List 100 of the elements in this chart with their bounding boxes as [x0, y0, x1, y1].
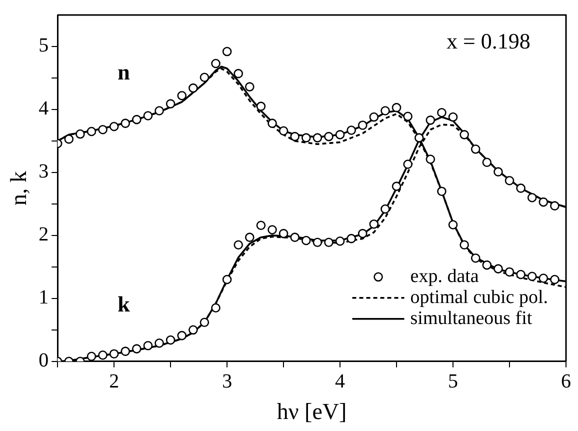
- x-tick-label: 4: [335, 370, 346, 393]
- point: [211, 58, 220, 68]
- y-tick-label: 2: [38, 224, 49, 246]
- point: [335, 130, 345, 140]
- annotation: x = 0.198: [446, 28, 530, 54]
- point: [256, 102, 266, 111]
- point: [324, 238, 334, 248]
- annotation: k: [118, 292, 131, 317]
- point: [154, 338, 164, 348]
- point: [98, 350, 108, 360]
- point: [335, 236, 345, 246]
- point: [234, 240, 244, 250]
- point: [460, 130, 469, 140]
- point: [538, 274, 548, 283]
- point: [200, 318, 210, 327]
- x-tick-label: 3: [222, 370, 232, 393]
- x-axis-title: hν [eV]: [276, 399, 347, 424]
- point: [358, 228, 368, 238]
- point: [516, 270, 526, 280]
- point: [504, 176, 514, 186]
- point: [460, 240, 469, 250]
- point: [324, 132, 334, 142]
- point: [76, 129, 85, 139]
- legend-label: optimal cubic pol.: [410, 286, 548, 308]
- point: [256, 220, 266, 230]
- point: [143, 341, 153, 350]
- point: [312, 133, 322, 142]
- point: [312, 238, 322, 248]
- point: [358, 120, 368, 130]
- point: [154, 106, 164, 116]
- point: [211, 303, 220, 313]
- point: [392, 182, 402, 191]
- point: [550, 201, 560, 210]
- point: [268, 118, 277, 128]
- point: [132, 114, 142, 124]
- point: [245, 232, 254, 242]
- point: [188, 325, 198, 335]
- y-tick-label: 5: [38, 34, 49, 57]
- point: [516, 184, 526, 193]
- point: [369, 219, 379, 229]
- point: [86, 352, 96, 362]
- y-tick-label: 0: [38, 350, 49, 372]
- point: [234, 68, 244, 78]
- point: [426, 116, 436, 125]
- point: [369, 112, 379, 122]
- point: [380, 106, 390, 116]
- point: [538, 197, 548, 207]
- point: [268, 225, 277, 234]
- point: [109, 122, 119, 132]
- point: [346, 126, 356, 135]
- annotation: n: [118, 60, 130, 85]
- point: [222, 274, 232, 284]
- point: [120, 118, 130, 128]
- legend-label: simultaneous fit: [410, 308, 533, 329]
- point: [278, 228, 288, 238]
- point: [346, 234, 356, 244]
- point: [527, 193, 537, 202]
- point: [98, 124, 108, 134]
- y-tick-label: 4: [38, 98, 49, 120]
- point: [166, 99, 176, 108]
- point: [403, 160, 412, 169]
- point: [482, 158, 492, 168]
- point: [482, 260, 492, 270]
- x-tick-label: 5: [448, 370, 458, 393]
- point: [494, 167, 503, 176]
- point: [64, 134, 74, 144]
- point: [470, 144, 480, 154]
- point: [200, 72, 210, 82]
- point: [437, 186, 446, 196]
- point: [278, 126, 288, 136]
- y-tick-label: 3: [38, 160, 49, 183]
- legend-label: exp. data: [410, 266, 480, 287]
- point: [177, 330, 187, 340]
- point: [414, 133, 424, 142]
- point: [448, 112, 458, 122]
- point: [448, 220, 458, 230]
- point: [188, 83, 198, 93]
- point: [245, 82, 254, 92]
- point: [392, 102, 402, 112]
- point: [86, 126, 96, 136]
- point: [550, 274, 560, 284]
- point: [143, 111, 153, 120]
- x-tick-label: 2: [109, 370, 120, 393]
- y-tick-label: 1: [38, 286, 49, 309]
- point: [166, 335, 176, 345]
- point: [437, 108, 446, 118]
- point: [302, 236, 311, 246]
- point: [132, 344, 142, 354]
- point: [403, 112, 412, 122]
- point: [470, 253, 480, 263]
- point: [120, 346, 130, 356]
- point: [177, 90, 187, 100]
- y-axis-title: n, k: [6, 170, 31, 206]
- point: [426, 154, 436, 164]
- point: [222, 46, 232, 56]
- point: [494, 264, 503, 274]
- x-tick-label: 6: [561, 370, 571, 393]
- point: [380, 204, 390, 214]
- point: [290, 132, 300, 142]
- point: [290, 232, 300, 242]
